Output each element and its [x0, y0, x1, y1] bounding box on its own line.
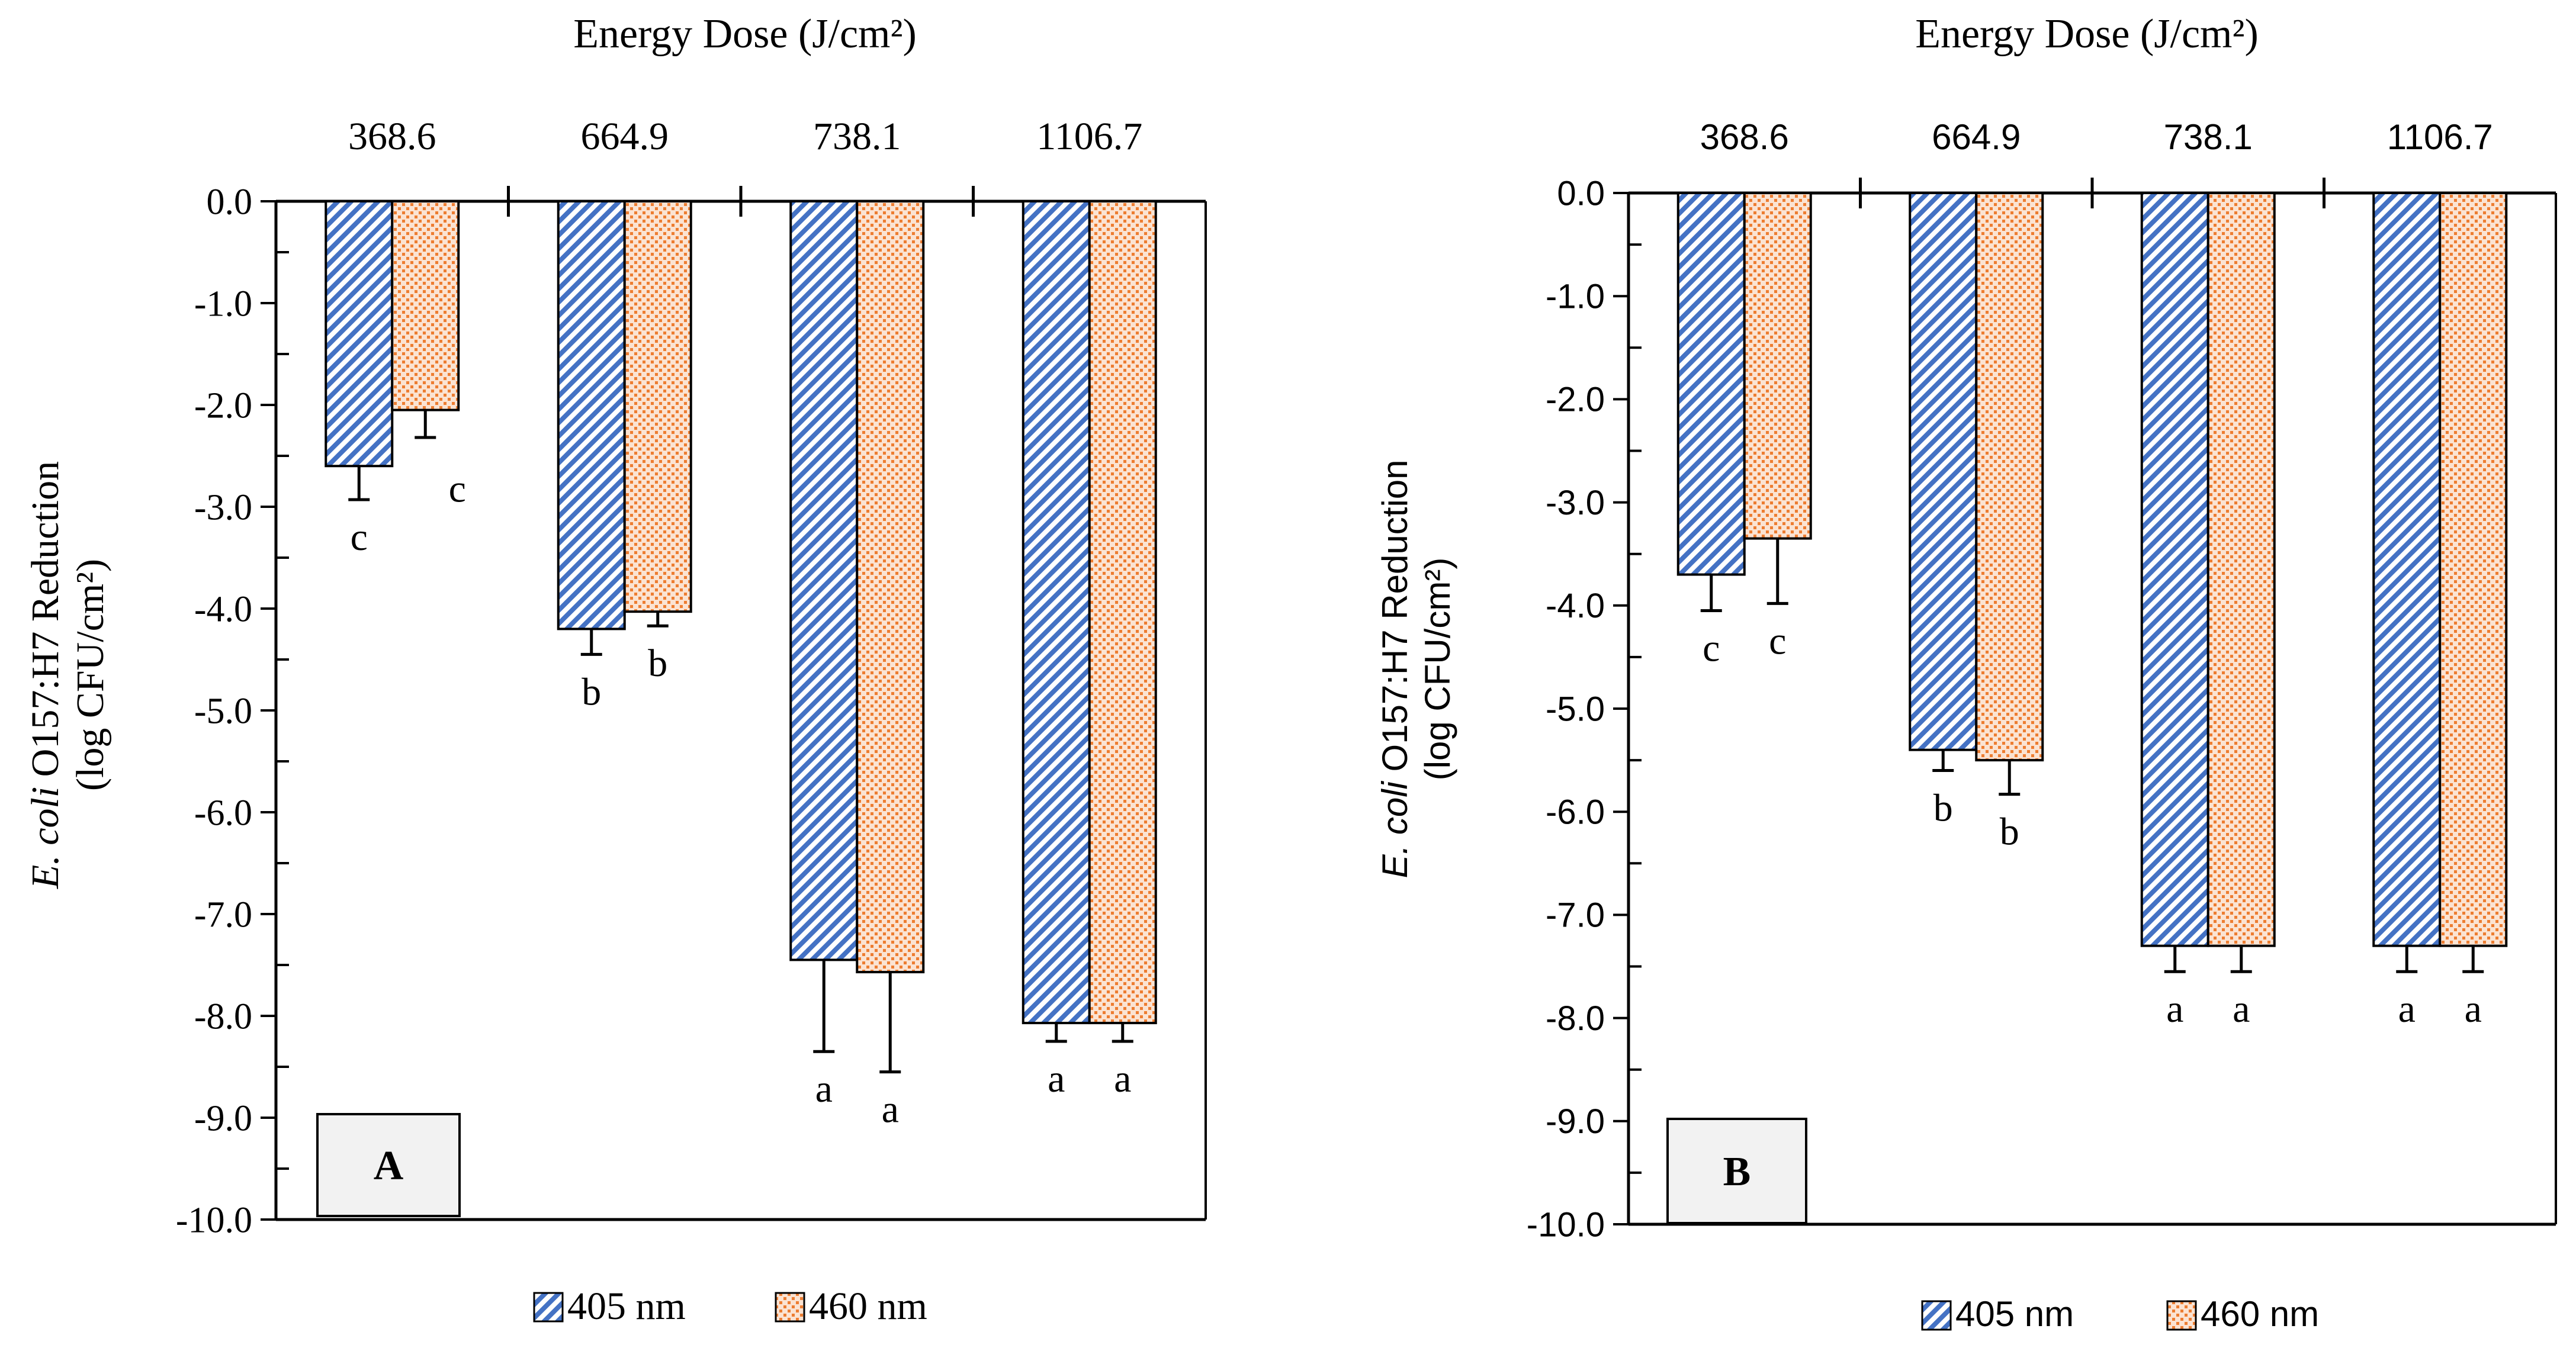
panel-b-significance-letter: a: [2166, 987, 2183, 1031]
panel-a-y-tick-label: -9.0: [194, 1099, 252, 1139]
panel-a-x-category-label: 1106.7: [1036, 115, 1142, 158]
panel-b-legend: 405 nm 460 nm: [1921, 1294, 2319, 1334]
panel-b-y-tick-label: 0.0: [1557, 174, 1605, 213]
panel-b-chart: Energy Dose (J/cm²) E. coli O157:H7 Redu…: [1375, 11, 2557, 1334]
panel-a-y-tick-label: -6.0: [194, 793, 252, 834]
panel-a-y-tick-label: -4.0: [194, 590, 252, 630]
panel-a-significance-letter: a: [882, 1088, 899, 1131]
panel-b-x-category-label: 1106.7: [2387, 117, 2493, 157]
panel-b-y-label-units: (log CFU/cm²): [1418, 558, 1457, 781]
panel-a-legend-label-460: 460 nm: [809, 1285, 927, 1328]
panel-b-bar-405: [2372, 192, 2442, 947]
panel-b-y-axis-label: E. coli O157:H7 Reduction (log CFU/cm²): [1375, 459, 1457, 878]
panel-b-bar-460: [1975, 192, 2044, 762]
panel-a-y-tick-label: -1.0: [194, 284, 252, 324]
panel-a-bar-460: [623, 200, 692, 613]
panel-a-y-tick-label: -8.0: [194, 997, 252, 1037]
panel-b-legend-swatch-460: [2166, 1300, 2197, 1331]
panel-a-significance-letter: b: [648, 642, 667, 685]
panel-a-y-tick-label: 0.0: [207, 182, 253, 223]
panel-a-y-tick-label: -2.0: [194, 386, 252, 426]
panel-a-y-tick-label: -7.0: [194, 895, 252, 935]
panel-a-legend-swatch-405: [533, 1292, 564, 1323]
panel-a-y-label-units: (log CFU/cm²): [69, 559, 112, 791]
panel-a-y-label-italic: E. coli: [24, 787, 67, 889]
panel-a-y-tick-label: -10.0: [176, 1201, 252, 1241]
panel-b-bar-460: [1743, 192, 1812, 540]
panel-b-significance-letter: b: [2000, 810, 2019, 854]
panel-a-y-axis-label: E. coli O157:H7 Reduction (log CFU/cm²): [24, 461, 112, 889]
panel-a-bar-405: [789, 200, 859, 961]
panel-a-y-tick-label: -3.0: [194, 488, 252, 528]
panel-b-y-label-rest: O157:H7 Reduction: [1375, 459, 1415, 781]
panel-b-legend-swatch-405: [1921, 1300, 1952, 1331]
panel-b-y-tick-label: -6.0: [1546, 793, 1605, 832]
panel-a-bar-405: [325, 200, 394, 468]
panel-a-significance-letter: a: [1048, 1057, 1065, 1101]
panel-a-y-label-rest: O157:H7 Reduction: [24, 461, 67, 787]
panel-a-x-axis-title: Energy Dose (J/cm²): [573, 11, 917, 57]
panel-b-y-tick-label: -2.0: [1546, 381, 1605, 419]
panel-b-y-tick-label: -4.0: [1546, 587, 1605, 625]
panel-b-y-tick-label: -7.0: [1546, 896, 1605, 935]
panel-b-bar-405: [2140, 192, 2209, 947]
panel-b-significance-letter: a: [2233, 987, 2250, 1031]
panel-b-y-tick-label: -1.0: [1546, 278, 1605, 316]
panel-b-significance-letter: a: [2465, 987, 2482, 1031]
panel-a-label-box: A: [316, 1113, 461, 1217]
panel-a-significance-letter: c: [449, 468, 466, 511]
panel-b-x-category-label: 738.1: [2164, 117, 2253, 157]
panel-a-bar-460: [391, 200, 460, 411]
panel-b-y-tick-label: -10.0: [1527, 1205, 1605, 1244]
panel-a-bar-460: [856, 200, 925, 974]
panel-b-bar-460: [2206, 192, 2276, 947]
panel-b-bar-405: [1909, 192, 1978, 751]
panel-a-chart: Energy Dose (J/cm²) E. coli O157:H7 Redu…: [24, 11, 1207, 1328]
panel-b-significance-letter: c: [1769, 619, 1786, 662]
svg-text:E. coli O157:H7 Reduction: E. coli O157:H7 Reduction: [24, 461, 67, 889]
svg-text:E. coli O157:H7 Reduction: E. coli O157:H7 Reduction: [1375, 459, 1415, 878]
panel-a-bar-460: [1088, 200, 1157, 1025]
panel-b-label-box: B: [1666, 1118, 1807, 1224]
panel-b-y-tick-label: -9.0: [1546, 1102, 1605, 1141]
panel-b-significance-letter: a: [2398, 987, 2416, 1031]
panel-a-y-tick-label: -5.0: [194, 691, 252, 732]
panel-a-legend: 405 nm 460 nm: [533, 1285, 927, 1328]
panel-a-bar-405: [557, 200, 626, 630]
panel-b-label: B: [1723, 1149, 1751, 1195]
panel-b-bar-405: [1676, 192, 1746, 576]
panel-a-bar-405: [1022, 200, 1091, 1025]
panel-a-significance-letter: c: [351, 516, 368, 559]
panel-a-significance-letter: b: [582, 670, 601, 713]
panel-b-legend-label-405: 405 nm: [1955, 1294, 2074, 1334]
panel-a-significance-letter: a: [815, 1067, 833, 1111]
panel-a-x-category-label: 664.9: [581, 115, 669, 158]
panel-a-x-category-label: 738.1: [813, 115, 901, 158]
panel-b-x-category-label: 368.6: [1700, 117, 1789, 157]
panel-a-label: A: [374, 1143, 404, 1189]
panel-b-x-axis-title: Energy Dose (J/cm²): [1915, 11, 2259, 57]
panel-b-legend-label-460: 460 nm: [2201, 1294, 2319, 1334]
panel-b-y-tick-label: -8.0: [1546, 999, 1605, 1038]
panel-b-y-label-italic: E. coli: [1375, 780, 1415, 878]
panel-b-y-tick-label: -3.0: [1546, 484, 1605, 522]
panel-b-y-tick-label: -5.0: [1546, 690, 1605, 728]
panel-b-bar-460: [2439, 192, 2508, 947]
panel-a-legend-label-405: 405 nm: [567, 1285, 686, 1328]
panel-a-legend-swatch-460: [775, 1292, 805, 1323]
panel-b-significance-letter: c: [1703, 627, 1720, 670]
panel-b-significance-letter: b: [1933, 787, 1953, 830]
panel-a-x-category-label: 368.6: [348, 115, 436, 158]
panel-a-significance-letter: a: [1114, 1057, 1131, 1101]
panel-b-x-category-label: 664.9: [1932, 117, 2021, 157]
